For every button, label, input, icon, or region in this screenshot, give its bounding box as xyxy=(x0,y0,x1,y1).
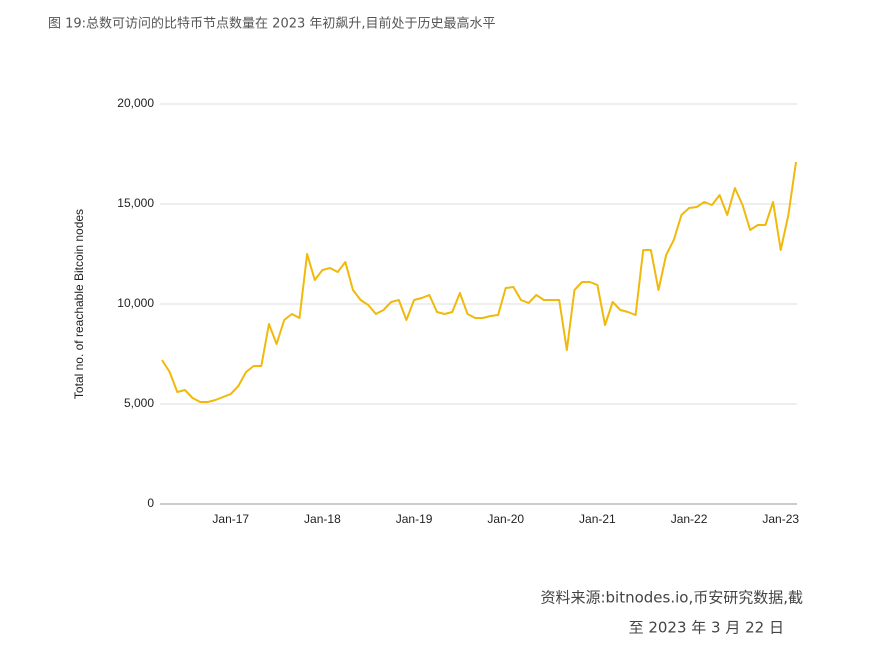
x-tick-label: Jan-17 xyxy=(212,512,249,526)
data-line xyxy=(161,161,797,403)
x-tick-label: Jan-23 xyxy=(762,512,799,526)
x-tick-label: Jan-21 xyxy=(579,512,616,526)
x-tick-label: Jan-22 xyxy=(671,512,708,526)
y-tick-label: 20,000 xyxy=(117,96,154,110)
x-tick-label: Jan-20 xyxy=(487,512,524,526)
y-tick-label: 15,000 xyxy=(117,196,154,210)
chart-title: 图 19:总数可访问的比特币节点数量在 2023 年初飙升,目前处于历史最高水平 xyxy=(48,16,496,32)
y-tick-label: 5,000 xyxy=(124,396,154,410)
source-line: 至 2023 年 3 月 22 日 xyxy=(629,619,784,637)
y-axis-label: Total no. of reachable Bitcoin nodes xyxy=(72,209,86,399)
x-tick-label: Jan-18 xyxy=(304,512,341,526)
x-tick-label: Jan-19 xyxy=(396,512,433,526)
y-tick-label: 0 xyxy=(147,496,154,510)
source-line: 资料来源:bitnodes.io,币安研究数据,截 xyxy=(540,589,803,607)
y-tick-label: 10,000 xyxy=(117,296,154,310)
